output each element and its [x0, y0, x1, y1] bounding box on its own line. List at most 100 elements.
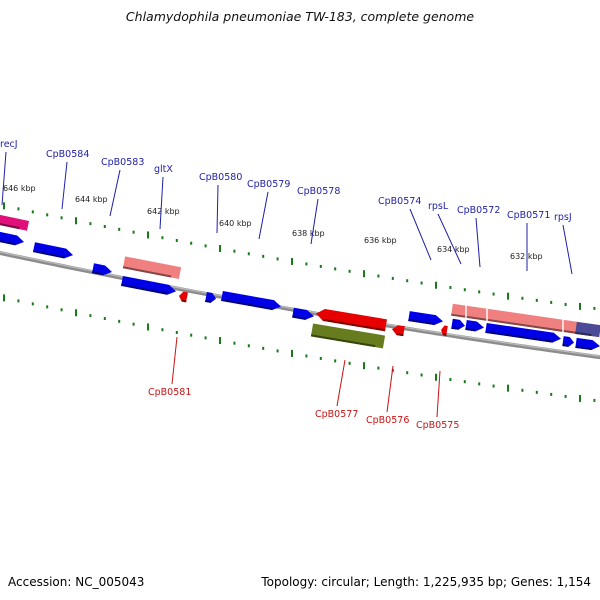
feature-CpB0580-body [205, 292, 217, 303]
feature-dark-block-shadow [575, 331, 592, 337]
reverse-tick-track [478, 382, 481, 386]
leader-line-rpsL [437, 213, 462, 265]
forward-tick-track [521, 296, 524, 300]
forward-tick-track [75, 217, 77, 225]
leader-line-rpsJ [562, 224, 573, 275]
reverse-tick-track [147, 323, 149, 331]
feature-CpB0571 [485, 322, 561, 343]
reverse-tick-track [247, 344, 250, 348]
reverse-tick-track [233, 341, 236, 345]
gene-label-rpsL: rpsL [428, 201, 449, 212]
reverse-tick-track [219, 337, 221, 345]
gene-label-CpB0572: CpB0572 [457, 205, 500, 216]
feature-recJ [0, 214, 30, 231]
feature-rpsL [451, 318, 465, 330]
feature-CpB0575-body [441, 325, 448, 336]
feature-gltX-shadow [122, 266, 172, 278]
scale-label-1: 644 kbp [75, 195, 108, 204]
scale-label-0: 646 kbp [3, 184, 36, 193]
reverse-tick-track [507, 384, 509, 392]
reverse-tick-track [291, 349, 293, 357]
gene-label-CpB0575: CpB0575 [416, 420, 459, 431]
feature-CpB0581 [179, 291, 188, 303]
reverse-tick-track [204, 336, 207, 340]
reverse-tick-track [435, 373, 437, 381]
feature-rpsJ-shadow [562, 344, 569, 347]
forward-tick-track [377, 274, 380, 278]
forward-tick-track [17, 207, 20, 211]
reverse-tick-track [449, 378, 452, 382]
feature-recJ-body [0, 214, 30, 231]
forward-tick-track [247, 252, 250, 256]
feature-fwd-b [121, 276, 176, 295]
feature-fwd-b-body [121, 276, 176, 295]
reverse-tick-track [3, 294, 5, 302]
feature-fwd-a-shadow [0, 239, 16, 246]
forward-tick-track [291, 257, 293, 265]
leader-line-CpB0578 [310, 198, 319, 245]
scale-label-5: 636 kbp [364, 236, 397, 245]
forward-tick-track [262, 254, 265, 258]
forward-tick-track [175, 238, 178, 242]
gene-label-CpB0581: CpB0581 [148, 387, 191, 398]
gene-label-CpB0574: CpB0574 [378, 196, 421, 207]
gene-label-CpB0584: CpB0584 [46, 149, 89, 160]
reverse-tick-track [75, 309, 77, 317]
leader-line-CpB0574 [409, 208, 432, 261]
forward-tick-track [334, 267, 337, 271]
feature-CpB0574-shadow [408, 318, 435, 326]
feature-rpsJ-body [562, 336, 574, 347]
reverse-tick-track [118, 319, 121, 323]
topology-info-text: Topology: circular; Length: 1,225,935 bp… [261, 575, 591, 589]
reverse-tick-track [348, 361, 351, 365]
scale-label-7: 632 kbp [510, 252, 543, 261]
feature-rpsJ [562, 336, 574, 347]
forward-tick-track [363, 270, 365, 278]
feature-rna-reverse [310, 323, 386, 349]
forward-tick-track [579, 302, 581, 310]
reverse-tick-track [161, 328, 164, 332]
forward-tick-track [161, 236, 164, 240]
forward-tick-track [319, 264, 322, 268]
reverse-tick-track [564, 394, 567, 398]
reverse-tick-track [46, 305, 49, 309]
leader-line-CpB0575 [436, 370, 441, 418]
reverse-tick-track [89, 314, 92, 318]
gene-label-CpB0583: CpB0583 [101, 157, 144, 168]
reverse-tick-track [521, 388, 524, 392]
forward-tick-track [89, 222, 92, 226]
leader-line-CpB0577 [336, 359, 346, 407]
feature-CpB0578 [292, 307, 315, 320]
gene-label-CpB0571: CpB0571 [507, 210, 550, 221]
feature-CpB0575-shadow [442, 333, 447, 336]
feature-CpB0583-shadow [92, 271, 104, 276]
forward-tick-track [492, 292, 495, 296]
reverse-tick-track [593, 398, 596, 402]
feature-CpB0576 [392, 325, 405, 337]
leader-line-recJ [1, 151, 7, 206]
feature-CpB0571-shadow [485, 330, 553, 343]
feature-rpsL-body [451, 318, 465, 330]
feature-CpB0579 [221, 290, 282, 311]
forward-tick-track [435, 281, 437, 289]
forward-tick-track [478, 290, 481, 294]
forward-tick-track [190, 241, 193, 245]
gene-label-CpB0577: CpB0577 [315, 409, 358, 420]
reverse-tick-track [319, 356, 322, 360]
map-title: Chlamydophila pneumoniae TW-183, complet… [125, 9, 475, 24]
feature-rna-reverse-shadow [310, 334, 376, 348]
feature-fwd-b-shadow [121, 283, 168, 295]
forward-tick-track [204, 244, 207, 248]
genome-backbone [0, 250, 600, 360]
forward-tick-track [420, 281, 423, 285]
reverse-tick-track [132, 322, 135, 326]
forward-tick-track [60, 216, 63, 220]
feature-gltX-body [122, 256, 182, 279]
gene-label-CpB0578: CpB0578 [297, 186, 340, 197]
feature-fwd-c-shadow [575, 345, 592, 351]
feature-CpB0584-body [32, 242, 74, 259]
forward-tick-track [449, 286, 452, 290]
gene-label-CpB0580: CpB0580 [199, 172, 242, 183]
